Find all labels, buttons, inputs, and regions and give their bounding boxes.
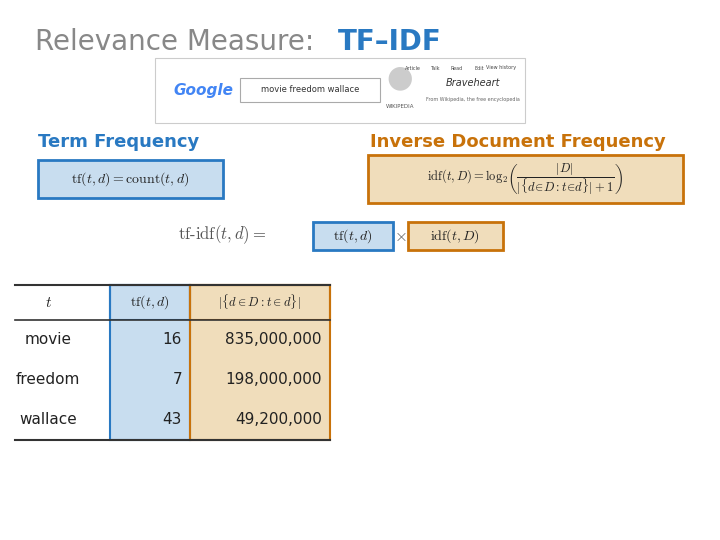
Text: $\mathrm{tf}(t,d)$: $\mathrm{tf}(t,d)$ bbox=[333, 227, 373, 245]
Text: 43: 43 bbox=[163, 413, 182, 428]
Text: Google: Google bbox=[173, 84, 233, 98]
Bar bbox=[240, 78, 380, 102]
Text: $\mathrm{tf}(t,d) = \mathrm{count}(t,d)$: $\mathrm{tf}(t,d) = \mathrm{count}(t,d)$ bbox=[71, 170, 189, 188]
Text: Inverse Document Frequency: Inverse Document Frequency bbox=[370, 133, 666, 151]
Bar bbox=[38, 160, 223, 198]
Bar bbox=[190, 320, 330, 360]
Bar bbox=[110, 320, 190, 360]
Text: TF–IDF: TF–IDF bbox=[338, 28, 442, 56]
Bar bbox=[190, 360, 330, 400]
Text: 49,200,000: 49,200,000 bbox=[235, 413, 322, 428]
Text: freedom: freedom bbox=[16, 373, 81, 388]
Text: wallace: wallace bbox=[19, 413, 77, 428]
Text: Article: Article bbox=[405, 65, 421, 71]
Text: $\mathrm{tf\text{-}idf}(t,d) =$: $\mathrm{tf\text{-}idf}(t,d) =$ bbox=[178, 224, 266, 246]
Text: View history: View history bbox=[486, 65, 516, 71]
Text: $\mathrm{tf}(t,d)$: $\mathrm{tf}(t,d)$ bbox=[130, 294, 170, 312]
Text: $\mathrm{idf}(t,D) = \log_2\!\left(\dfrac{|D|}{|\{d \!\in\! D : t \!\in\! d\}|+1: $\mathrm{idf}(t,D) = \log_2\!\left(\dfra… bbox=[427, 161, 623, 197]
Text: WIKIPEDIA: WIKIPEDIA bbox=[386, 104, 414, 109]
Text: Braveheart: Braveheart bbox=[446, 78, 500, 88]
Text: movie freedom wallace: movie freedom wallace bbox=[261, 85, 359, 94]
Text: $t$: $t$ bbox=[45, 295, 52, 310]
Bar bbox=[110, 285, 190, 440]
Bar bbox=[155, 58, 525, 123]
Bar bbox=[190, 285, 330, 320]
Bar bbox=[368, 155, 683, 203]
Text: $|\{d \in D : t \in d\}|$: $|\{d \in D : t \in d\}|$ bbox=[218, 293, 302, 312]
Text: ●: ● bbox=[387, 64, 413, 92]
Bar bbox=[110, 360, 190, 400]
Bar bbox=[110, 400, 190, 440]
Text: Term Frequency: Term Frequency bbox=[38, 133, 199, 151]
Text: From Wikipedia, the free encyclopedia: From Wikipedia, the free encyclopedia bbox=[426, 98, 520, 103]
Text: Relevance Measure:: Relevance Measure: bbox=[35, 28, 323, 56]
Text: 835,000,000: 835,000,000 bbox=[225, 333, 322, 348]
Text: 198,000,000: 198,000,000 bbox=[225, 373, 322, 388]
Bar bbox=[313, 222, 393, 250]
Text: Read: Read bbox=[451, 65, 463, 71]
Bar bbox=[190, 400, 330, 440]
Text: 16: 16 bbox=[163, 333, 182, 348]
Bar bbox=[408, 222, 503, 250]
Text: Edit: Edit bbox=[474, 65, 484, 71]
Text: Talk: Talk bbox=[431, 65, 440, 71]
Text: $\times$: $\times$ bbox=[394, 227, 406, 245]
Text: 7: 7 bbox=[172, 373, 182, 388]
Text: movie: movie bbox=[24, 333, 72, 348]
Bar bbox=[190, 285, 330, 440]
Bar bbox=[110, 285, 190, 320]
Text: $\mathrm{idf}(t,D)$: $\mathrm{idf}(t,D)$ bbox=[430, 227, 480, 245]
